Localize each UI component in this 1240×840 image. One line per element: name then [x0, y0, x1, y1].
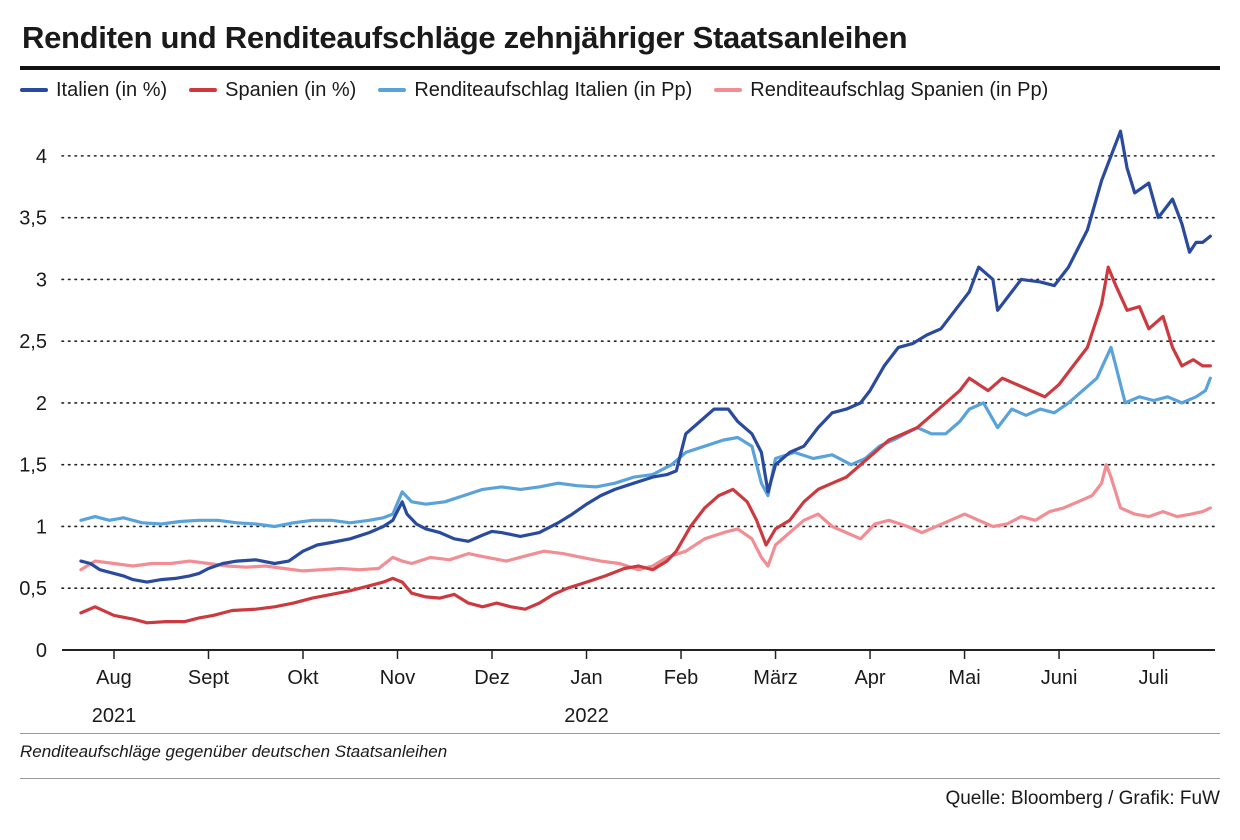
y-tick-label: 2,5	[19, 331, 47, 353]
x-tick-label: Aug	[96, 667, 132, 689]
year-label: 2022	[564, 705, 609, 727]
title-rule	[20, 66, 1220, 70]
y-tick-label: 0	[36, 640, 47, 662]
x-tick-label: Mai	[948, 667, 980, 689]
series-line-aufschlag-italien	[79, 345, 1212, 529]
series-line-italien	[79, 129, 1212, 584]
legend-swatch-italien	[20, 88, 48, 92]
y-tick-label: 4	[36, 146, 47, 168]
y-tick-label: 1,5	[19, 455, 47, 477]
legend-label-aufschlag-italien: Renditeaufschlag Italien (in Pp)	[414, 78, 693, 101]
legend: Italien (in %) Spanien (in %) Renditeauf…	[20, 76, 1070, 104]
y-tick-label: 3,5	[19, 208, 47, 230]
source-rule	[20, 778, 1220, 779]
x-tick-label: Juni	[1041, 667, 1078, 689]
y-tick-label: 1	[36, 516, 47, 538]
note-rule	[20, 733, 1220, 734]
chart-title: Renditen und Renditeaufschläge zehnjähri…	[22, 20, 908, 55]
legend-label-italien: Italien (in %)	[56, 78, 168, 101]
legend-item-italien: Italien (in %)	[20, 79, 167, 102]
x-tick-label: Apr	[854, 667, 885, 689]
x-tick-label: Feb	[664, 667, 698, 689]
legend-swatch-spanien	[189, 88, 218, 92]
footnote: Renditeaufschläge gegenüber deutschen St…	[20, 742, 448, 761]
line-chart: 0 0,5 1 1,5 2 2,5 3 3,5 4 Aug Sept Okt Nov Dez Jan Feb M…	[19, 129, 1216, 727]
legend-item-spanien: Spanien (in %)	[189, 79, 356, 102]
legend-label-spanien: Spanien (in %)	[225, 78, 357, 101]
x-tick-label: Sept	[188, 667, 230, 689]
x-tick-label: Jan	[570, 667, 602, 689]
y-tick-label: 2	[36, 393, 47, 415]
legend-item-aufschlag-italien: Renditeaufschlag Italien (in Pp)	[378, 79, 692, 102]
series-line-aufschlag-spanien	[79, 463, 1212, 573]
legend-swatch-aufschlag-spanien	[714, 88, 743, 92]
y-tick-label: 3	[36, 269, 47, 291]
x-tick-label: Dez	[474, 667, 510, 689]
series-line-spanien	[79, 265, 1212, 625]
y-tick-label: 0,5	[19, 578, 47, 600]
legend-item-aufschlag-spanien: Renditeaufschlag Spanien (in Pp)	[714, 79, 1048, 102]
x-tick-label: Nov	[380, 667, 416, 689]
x-tick-label: März	[753, 667, 797, 689]
year-label: 2021	[92, 705, 137, 727]
legend-label-aufschlag-spanien: Renditeaufschlag Spanien (in Pp)	[750, 78, 1049, 101]
x-tick-label: Juli	[1139, 667, 1169, 689]
x-tick-label: Okt	[287, 667, 319, 689]
legend-swatch-aufschlag-italien	[378, 88, 407, 92]
source-credit: Quelle: Bloomberg / Grafik: FuW	[945, 788, 1220, 809]
